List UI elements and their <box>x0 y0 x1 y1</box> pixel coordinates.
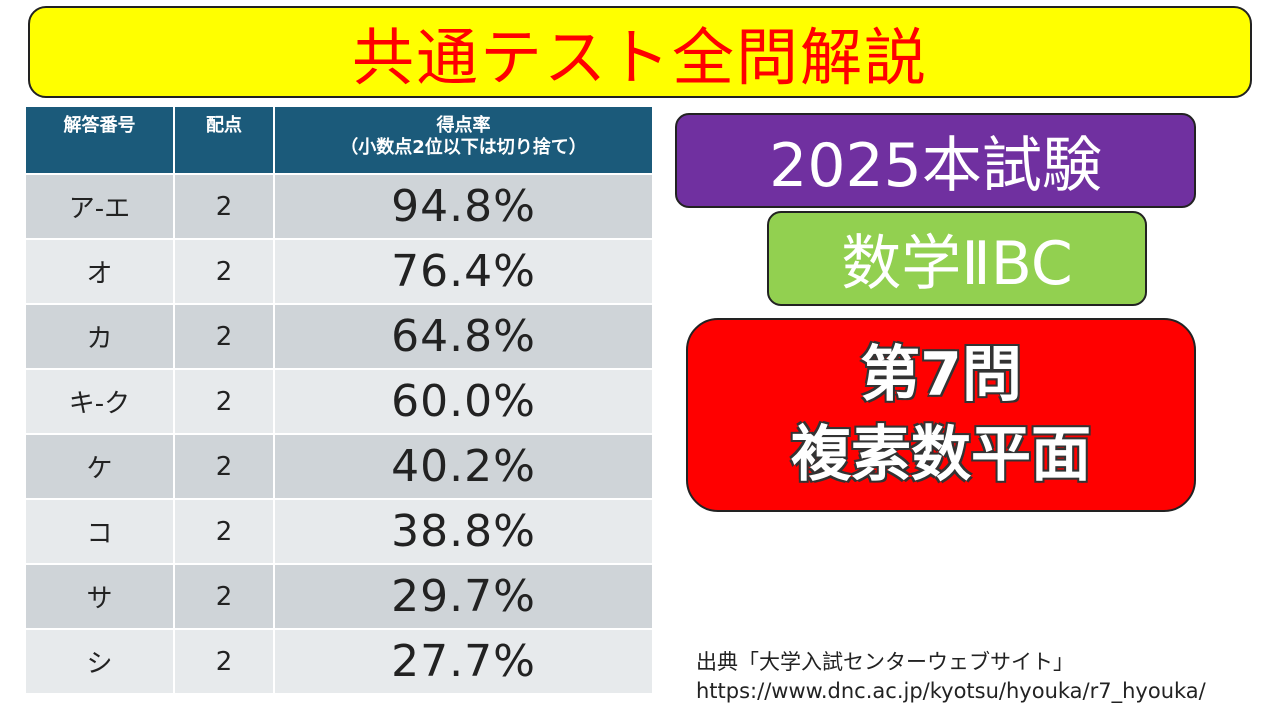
title-banner: 共通テスト全問解説 <box>28 6 1252 98</box>
answer-cell: コ <box>26 499 175 565</box>
problem-topic: 複素数平面 <box>791 420 1091 490</box>
table-row: コ 2 38.8% <box>26 499 654 565</box>
header-score-rate-label: 得点率 <box>436 115 491 136</box>
points-cell: 2 <box>174 239 275 305</box>
rate-cell: 40.2% <box>274 434 654 500</box>
score-rate-table: 解答番号 配点 得点率 （小数点2位以下は切り捨て） ア-エ 2 94.8% オ… <box>26 107 654 695</box>
rate-cell: 38.8% <box>274 499 654 565</box>
table-row: シ 2 27.7% <box>26 629 654 695</box>
source-label: 出典「大学入試センターウェブサイト」 <box>696 650 1074 674</box>
points-cell: 2 <box>174 434 275 500</box>
answer-cell: ア-エ <box>26 174 175 240</box>
header-answer-number: 解答番号 <box>26 107 175 175</box>
source-citation: 出典「大学入試センターウェブサイト」 https://www.dnc.ac.jp… <box>696 648 1206 706</box>
table-header-row: 解答番号 配点 得点率 （小数点2位以下は切り捨て） <box>26 107 654 175</box>
answer-cell: シ <box>26 629 175 695</box>
points-cell: 2 <box>174 369 275 435</box>
table-row: オ 2 76.4% <box>26 239 654 305</box>
answer-cell: キ-ク <box>26 369 175 435</box>
answer-cell: オ <box>26 239 175 305</box>
header-score-rate: 得点率 （小数点2位以下は切り捨て） <box>274 107 654 175</box>
points-cell: 2 <box>174 174 275 240</box>
table-row: カ 2 64.8% <box>26 304 654 370</box>
exam-year-label: 2025本試験 <box>769 131 1102 201</box>
exam-year-box: 2025本試験 <box>675 113 1196 208</box>
table-row: サ 2 29.7% <box>26 564 654 630</box>
rate-cell: 94.8% <box>274 174 654 240</box>
problem-box: 第7問 複素数平面 <box>686 318 1196 512</box>
points-cell: 2 <box>174 499 275 565</box>
answer-cell: サ <box>26 564 175 630</box>
table-row: ア-エ 2 94.8% <box>26 174 654 240</box>
source-url: https://www.dnc.ac.jp/kyotsu/hyouka/r7_h… <box>696 679 1206 703</box>
points-cell: 2 <box>174 629 275 695</box>
subject-label: 数学ⅡBC <box>841 229 1073 299</box>
table-row: キ-ク 2 60.0% <box>26 369 654 435</box>
rate-cell: 29.7% <box>274 564 654 630</box>
header-score-rate-note: （小数点2位以下は切り捨て） <box>340 137 587 158</box>
answer-cell: カ <box>26 304 175 370</box>
points-cell: 2 <box>174 564 275 630</box>
table-row: ケ 2 40.2% <box>26 434 654 500</box>
rate-cell: 64.8% <box>274 304 654 370</box>
subject-box: 数学ⅡBC <box>767 211 1147 306</box>
rate-cell: 27.7% <box>274 629 654 695</box>
rate-cell: 60.0% <box>274 369 654 435</box>
problem-number: 第7問 <box>860 340 1022 410</box>
page-title: 共通テスト全問解説 <box>351 21 928 94</box>
header-points: 配点 <box>174 107 275 175</box>
points-cell: 2 <box>174 304 275 370</box>
rate-cell: 76.4% <box>274 239 654 305</box>
answer-cell: ケ <box>26 434 175 500</box>
